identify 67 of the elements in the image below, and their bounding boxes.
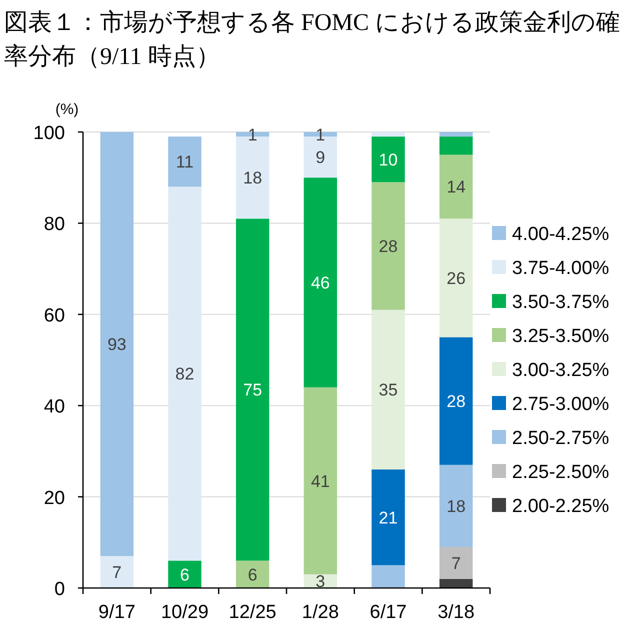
x-tick-label: 10/29 (160, 602, 209, 623)
bar (439, 154, 473, 219)
bar (439, 578, 473, 588)
data-label: 46 (310, 273, 330, 292)
legend-label: 3.00-3.25% (512, 360, 610, 381)
bar (304, 178, 338, 388)
bar (236, 218, 270, 561)
data-label: 35 (378, 380, 398, 400)
data-label: 41 (310, 472, 330, 491)
x-tick-label: 1/28 (302, 602, 339, 623)
legend-label: 3.50-3.75% (512, 292, 610, 313)
data-label: 75 (243, 380, 262, 400)
data-label: 6 (248, 565, 258, 584)
bar (372, 310, 405, 470)
legend-label: 2.00-2.25% (512, 496, 610, 517)
data-label: 9 (316, 148, 326, 168)
data-label: 6 (180, 565, 190, 584)
data-label: 18 (446, 496, 466, 516)
bar (372, 565, 405, 588)
legend-label: 3.25-3.50% (512, 326, 610, 347)
bar (439, 136, 473, 155)
y-tick-label: 80 (44, 214, 65, 236)
y-tick-label: 60 (44, 305, 65, 326)
bar (236, 560, 270, 588)
legend-label: 4.00-4.25% (512, 224, 610, 245)
bar (304, 387, 338, 574)
y-tick-label: 40 (44, 396, 65, 418)
x-tick-label: 12/25 (228, 602, 276, 623)
y-tick-label: 20 (44, 488, 65, 509)
data-label: 21 (378, 508, 398, 528)
data-label: 28 (378, 237, 398, 256)
y-axis-title: (%) (55, 101, 79, 118)
data-label: 11 (176, 152, 194, 172)
chart-title: 図表１：市場が予想する各 FOMC における政策金利の確率分布（9/11 時点） (4, 9, 620, 70)
data-label: 82 (175, 364, 194, 384)
data-label: 10 (378, 150, 398, 170)
x-tick-label: 3/18 (438, 602, 475, 623)
bar (168, 560, 202, 588)
x-tick-label: 6/17 (370, 602, 407, 623)
data-label: 18 (243, 168, 262, 188)
legend-label: 3.75-4.00% (512, 258, 610, 279)
bar (168, 186, 202, 561)
data-label: 14 (446, 178, 466, 197)
bar (372, 132, 405, 137)
data-label: 7 (451, 554, 461, 573)
bar (439, 218, 473, 338)
x-tick-label: 9/17 (98, 602, 136, 623)
y-tick-label: 0 (54, 579, 65, 600)
bar (100, 556, 134, 588)
legend-label: 2.75-3.00% (512, 394, 610, 415)
legend-label: 2.25-2.50% (512, 462, 610, 483)
bar (100, 132, 134, 556)
bar (372, 182, 405, 310)
bar (372, 136, 405, 182)
bar (439, 132, 473, 137)
data-label: 7 (112, 563, 122, 582)
data-label: 93 (107, 335, 126, 354)
legend-label: 2.50-2.75% (512, 428, 610, 449)
bar (439, 546, 473, 579)
bar (439, 464, 473, 547)
bar (168, 136, 202, 187)
data-label: 3 (316, 572, 326, 592)
data-label: 26 (446, 268, 466, 288)
data-label: 28 (446, 392, 466, 412)
bar (439, 337, 473, 465)
y-tick-label: 100 (33, 123, 65, 144)
bar (372, 469, 405, 566)
